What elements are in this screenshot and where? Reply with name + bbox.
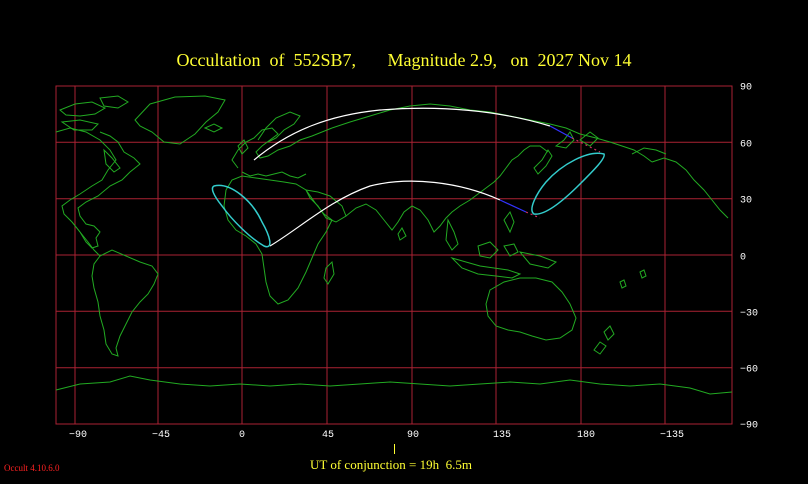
x-tick-label: −135 <box>659 430 685 441</box>
y-tick-label: −90 <box>740 420 759 432</box>
y-tick-label: 30 <box>740 195 753 207</box>
version-label: Occult 4.10.6.0 <box>4 463 60 473</box>
y-tick-label: 90 <box>740 82 753 94</box>
grid <box>56 86 732 424</box>
y-tick-label: 60 <box>740 139 753 151</box>
y-tick-label: −30 <box>740 308 759 320</box>
y-tick-label: 0 <box>740 252 747 264</box>
map-title: Occultation of 552SB7, Magnitude 2.9, on… <box>176 50 632 70</box>
x-tick-label: 135 <box>492 430 512 441</box>
x-tick-label: 180 <box>576 430 596 441</box>
x-tick-label: 90 <box>406 430 420 441</box>
coastlines <box>55 95 733 395</box>
x-tick-label: 0 <box>238 430 246 441</box>
x-tick-label: −45 <box>151 430 171 441</box>
path-limits <box>211 152 605 248</box>
y-tick-label: −60 <box>740 364 759 376</box>
conjunction-time: UT of conjunction = 19h 6.5m <box>310 457 472 472</box>
x-tick-label: −90 <box>68 430 88 441</box>
path-extension <box>499 125 601 219</box>
conjunction-marker <box>394 444 395 454</box>
x-tick-label: 45 <box>321 430 335 441</box>
centre-line <box>253 107 551 247</box>
